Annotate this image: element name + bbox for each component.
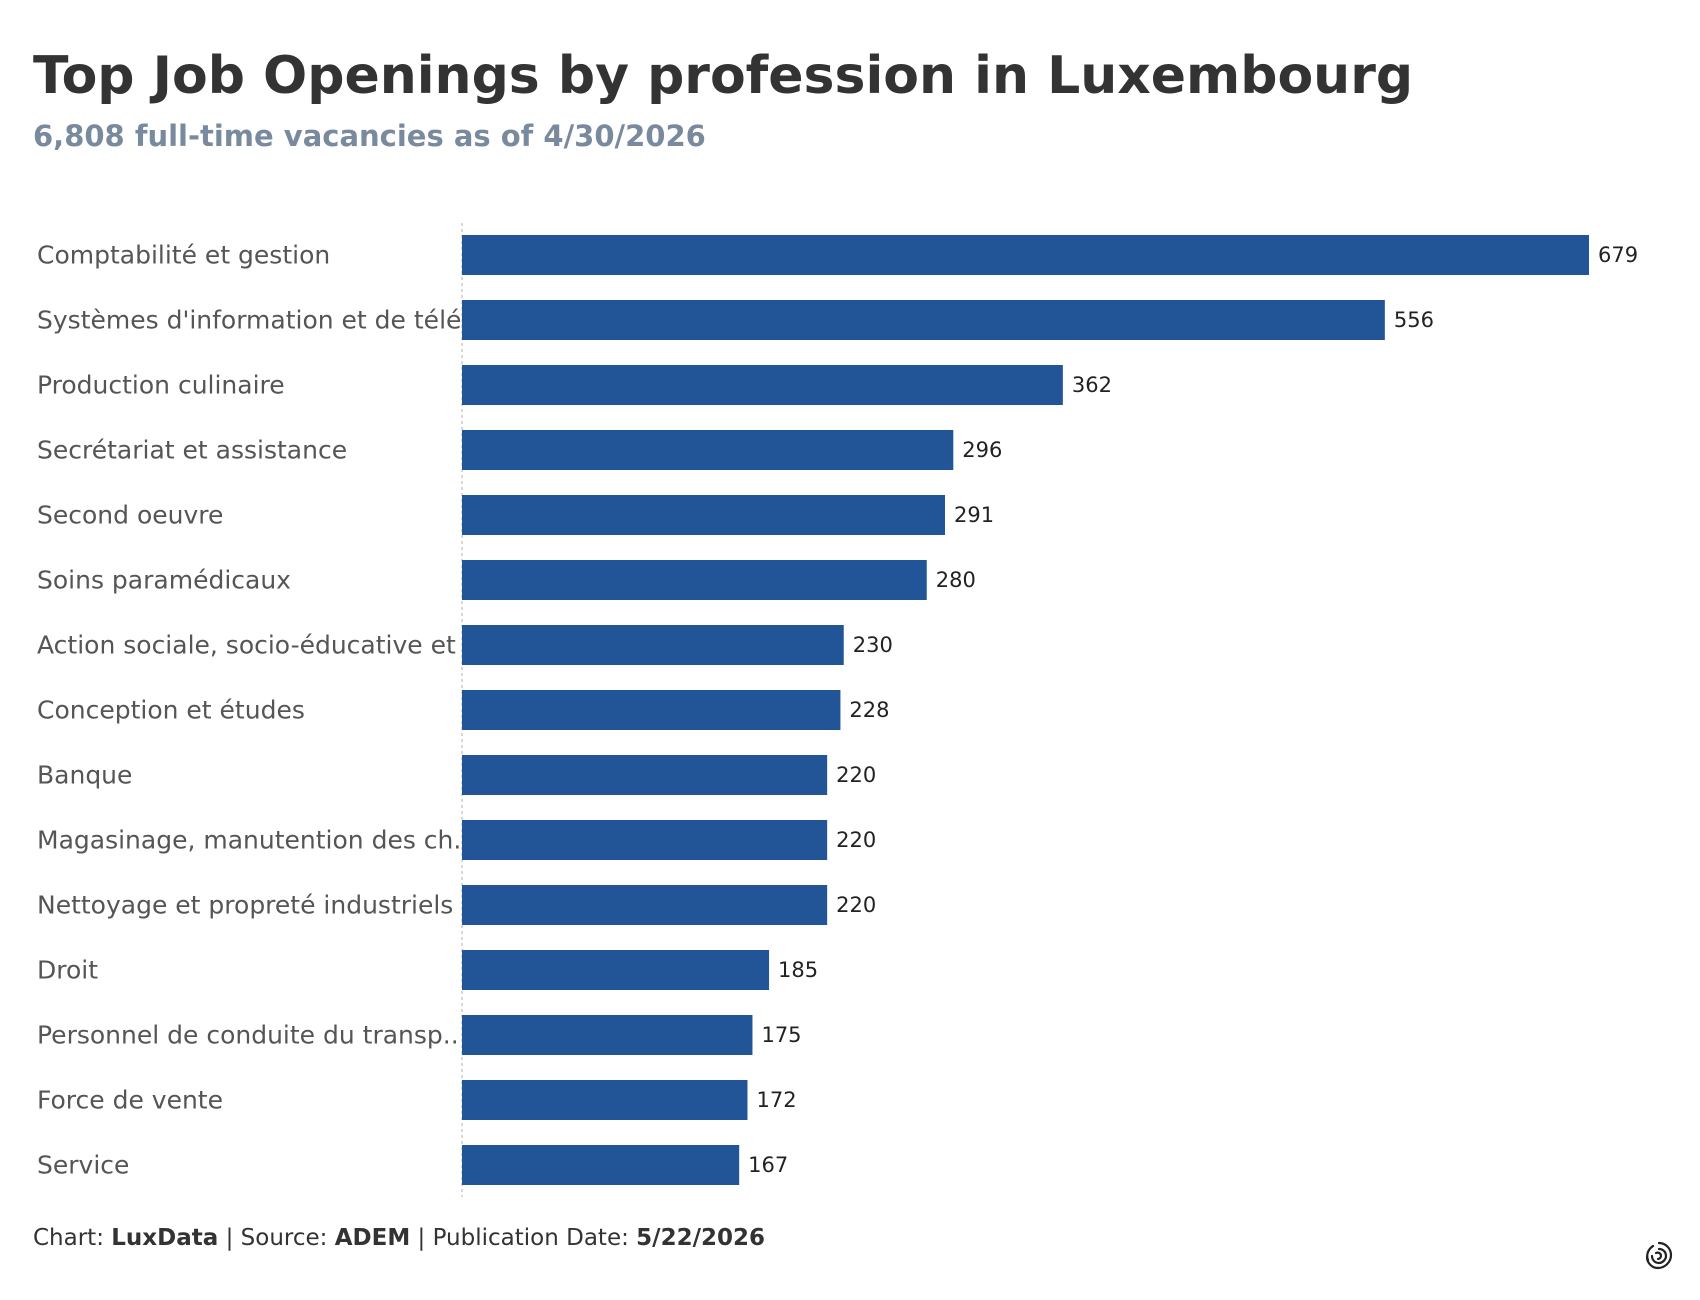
- bar: [462, 1080, 748, 1120]
- value-label: 362: [1072, 373, 1112, 397]
- value-label: 230: [853, 633, 893, 657]
- value-label: 220: [836, 828, 876, 852]
- chart-subtitle: 6,808 full-time vacancies as of 4/30/202…: [33, 119, 706, 153]
- bar: [462, 1015, 753, 1055]
- bar: [462, 755, 828, 795]
- category-label: Soins paramédicaux: [37, 566, 291, 595]
- category-label: Force de vente: [37, 1086, 223, 1115]
- bar: [462, 625, 844, 665]
- category-label: Magasinage, manutention des ch..: [37, 826, 469, 855]
- bar: [462, 430, 954, 470]
- chart-title: Top Job Openings by profession in Luxemb…: [33, 46, 1414, 106]
- footer-pubdate-value: 5/22/2026: [636, 1225, 765, 1251]
- value-label: 185: [778, 958, 818, 982]
- bar: [462, 1145, 740, 1185]
- footer-separator: |: [417, 1225, 426, 1251]
- bar: [462, 495, 945, 535]
- value-label: 280: [936, 568, 976, 592]
- footer-source-label: Source:: [240, 1225, 328, 1251]
- value-label: 220: [836, 893, 876, 917]
- bar: [462, 365, 1063, 405]
- category-label: Nettoyage et propreté industriels: [37, 891, 453, 920]
- category-label: Action sociale, socio-éducative et ..: [37, 631, 480, 660]
- value-label: 296: [962, 438, 1002, 462]
- value-label: 220: [836, 763, 876, 787]
- bar-chart: Comptabilité et gestion 679 Systèmes d'inf…: [37, 223, 1638, 1197]
- footer-source-value: ADEM: [334, 1225, 411, 1251]
- value-label: 291: [954, 503, 994, 527]
- bar: [462, 300, 1385, 340]
- bar: [462, 950, 770, 990]
- footer-separator: |: [225, 1225, 234, 1251]
- value-label: 228: [849, 698, 889, 722]
- category-label: Droit: [37, 956, 98, 985]
- value-label: 679: [1598, 243, 1638, 267]
- value-label: 172: [756, 1088, 796, 1112]
- category-label: Second oeuvre: [37, 501, 223, 530]
- value-label: 556: [1394, 308, 1434, 332]
- bar: [462, 560, 927, 600]
- bar: [462, 885, 828, 925]
- value-label: 167: [748, 1153, 788, 1177]
- category-label: Banque: [37, 761, 132, 790]
- category-label: Conception et études: [37, 696, 305, 725]
- bar: [462, 820, 828, 860]
- category-label: Service: [37, 1151, 129, 1180]
- category-label: Secrétariat et assistance: [37, 436, 347, 465]
- bar: [462, 235, 1589, 275]
- category-label: Comptabilité et gestion: [37, 241, 330, 270]
- footer-chart-label: Chart:: [33, 1225, 104, 1251]
- category-label: Personnel de conduite du transp..: [37, 1021, 459, 1050]
- chart-footer: Chart: LuxData | Source: ADEM | Publicat…: [33, 1222, 765, 1254]
- footer-chart-value: LuxData: [111, 1225, 219, 1251]
- spiral-logo-icon: [1645, 1241, 1673, 1270]
- value-label: 175: [761, 1023, 801, 1047]
- category-label: Systèmes d'information et de télé..: [37, 306, 477, 335]
- bar: [462, 690, 841, 730]
- category-label: Production culinaire: [37, 371, 285, 400]
- footer-pubdate-label: Publication Date:: [432, 1225, 629, 1251]
